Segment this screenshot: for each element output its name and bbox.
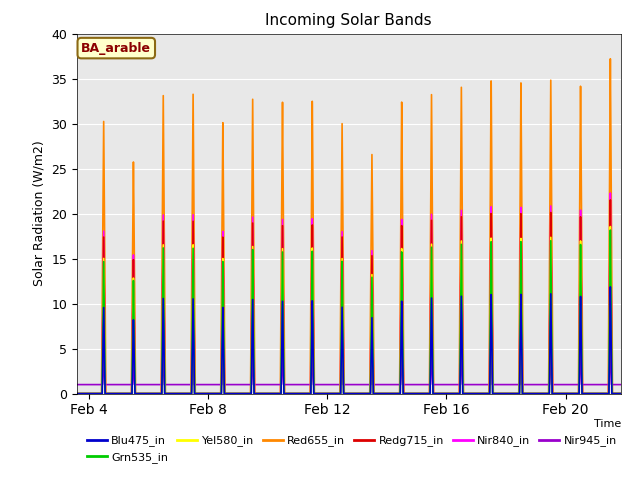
Blu475_in — [282, 391, 290, 396]
Line: Redg715_in: Redg715_in — [77, 200, 625, 394]
Nir840_in — [607, 190, 614, 196]
Grn535_in — [282, 391, 290, 396]
Text: Time: Time — [593, 419, 621, 429]
Legend: Blu475_in, Grn535_in, Yel580_in, Red655_in, Redg715_in, Nir840_in, Nir945_in: Blu475_in, Grn535_in, Yel580_in, Red655_… — [83, 431, 621, 467]
Nir945_in — [173, 382, 180, 387]
Redg715_in — [607, 197, 614, 203]
Yel580_in — [402, 391, 410, 396]
Line: Grn535_in: Grn535_in — [77, 230, 625, 394]
Nir840_in — [429, 391, 437, 396]
Nir945_in — [482, 382, 490, 387]
Red655_in — [402, 391, 410, 396]
Grn535_in — [482, 391, 490, 396]
Blu475_in — [607, 284, 614, 290]
Redg715_in — [173, 391, 180, 396]
Blu475_in — [621, 391, 629, 396]
Grn535_in — [402, 391, 410, 396]
Title: Incoming Solar Bands: Incoming Solar Bands — [266, 13, 432, 28]
Blu475_in — [173, 391, 180, 396]
Grn535_in — [429, 391, 437, 396]
Line: Red655_in: Red655_in — [77, 59, 625, 394]
Yel580_in — [607, 224, 614, 229]
Grn535_in — [524, 391, 532, 396]
Nir945_in — [524, 382, 532, 387]
Y-axis label: Solar Radiation (W/m2): Solar Radiation (W/m2) — [33, 141, 45, 287]
Line: Yel580_in: Yel580_in — [77, 227, 625, 394]
Blu475_in — [73, 391, 81, 396]
Line: Nir840_in: Nir840_in — [77, 193, 625, 394]
Yel580_in — [73, 391, 81, 396]
Red655_in — [282, 391, 290, 396]
Blu475_in — [402, 391, 410, 396]
Red655_in — [429, 366, 437, 372]
Yel580_in — [482, 391, 490, 396]
Nir840_in — [621, 391, 629, 396]
Red655_in — [173, 391, 180, 396]
Nir945_in — [402, 382, 410, 387]
Yel580_in — [621, 391, 629, 396]
Redg715_in — [429, 391, 437, 396]
Nir840_in — [282, 391, 290, 396]
Red655_in — [73, 391, 81, 396]
Grn535_in — [607, 227, 614, 233]
Nir945_in — [429, 382, 437, 387]
Redg715_in — [282, 391, 290, 396]
Red655_in — [524, 391, 532, 396]
Grn535_in — [173, 391, 180, 396]
Text: BA_arable: BA_arable — [81, 42, 151, 55]
Nir945_in — [607, 337, 614, 343]
Line: Nir945_in: Nir945_in — [77, 340, 625, 384]
Nir840_in — [524, 391, 532, 396]
Nir945_in — [73, 382, 81, 387]
Redg715_in — [621, 391, 629, 396]
Red655_in — [482, 391, 490, 396]
Yel580_in — [429, 391, 437, 396]
Nir840_in — [73, 391, 81, 396]
Line: Blu475_in: Blu475_in — [77, 287, 625, 394]
Nir945_in — [282, 382, 290, 387]
Yel580_in — [524, 391, 532, 396]
Nir840_in — [482, 391, 490, 396]
Nir840_in — [173, 391, 180, 396]
Red655_in — [607, 56, 614, 62]
Blu475_in — [524, 391, 532, 396]
Grn535_in — [621, 391, 629, 396]
Redg715_in — [524, 391, 532, 396]
Nir840_in — [402, 391, 410, 396]
Yel580_in — [282, 391, 290, 396]
Yel580_in — [173, 391, 180, 396]
Red655_in — [621, 391, 629, 396]
Grn535_in — [73, 391, 81, 396]
Redg715_in — [73, 391, 81, 396]
Blu475_in — [482, 391, 490, 396]
Redg715_in — [402, 391, 410, 396]
Nir945_in — [621, 382, 629, 387]
Blu475_in — [429, 391, 437, 396]
Redg715_in — [482, 391, 490, 396]
